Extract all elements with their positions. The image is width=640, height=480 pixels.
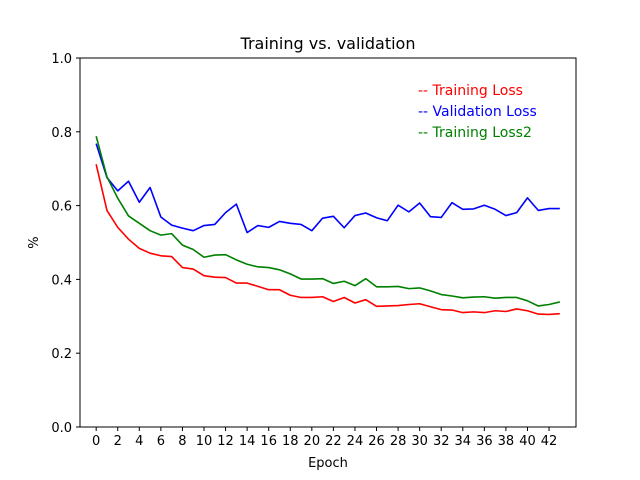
legend-entry-0: -- Training Loss: [418, 83, 523, 99]
x-tick-label: 12: [217, 434, 234, 449]
x-tick-label: 30: [411, 434, 428, 449]
legend-entry-2: -- Training Loss2: [418, 125, 532, 141]
series-line-2: [95, 136, 561, 307]
x-tick-label: 32: [433, 434, 450, 449]
legend-entry-1: -- Validation Loss: [418, 104, 537, 120]
x-tick-label: 14: [239, 434, 256, 449]
y-axis-label: %: [27, 236, 42, 248]
plot-lines: [95, 136, 561, 316]
x-tick-label: 24: [347, 434, 364, 449]
y-tick-label: 0.6: [51, 200, 72, 215]
x-tick-label: 6: [157, 434, 165, 449]
x-tick-label: 34: [455, 434, 472, 449]
y-axis-ticks: 0.0 0.2 0.4 0.6 0.8 1.0: [51, 52, 80, 436]
series-line-1: [95, 143, 560, 234]
x-tick-label: 28: [390, 434, 407, 449]
x-tick-label: 2: [114, 434, 122, 449]
x-tick-label: 20: [304, 434, 321, 449]
y-tick-label: 0.8: [51, 126, 72, 141]
x-tick-label: 36: [476, 434, 493, 449]
x-tick-label: 26: [368, 434, 385, 449]
y-tick-label: 0.0: [51, 421, 72, 436]
x-axis-ticks: 0 2 4 6 8 10 12 14 16 18 20 22 24 26 28 30 32 34 36 38 40 42: [92, 427, 557, 449]
x-tick-label: 4: [135, 434, 143, 449]
x-tick-label: 16: [260, 434, 277, 449]
y-tick-label: 0.4: [51, 273, 72, 288]
x-tick-label: 0: [92, 434, 100, 449]
x-tick-label: 38: [498, 434, 515, 449]
y-tick-label: 0.2: [51, 347, 72, 362]
series-line-0: [95, 164, 560, 316]
y-tick-label: 1.0: [51, 52, 72, 67]
x-tick-label: 18: [282, 434, 299, 449]
x-tick-label: 22: [325, 434, 342, 449]
x-tick-label: 42: [541, 434, 558, 449]
x-tick-label: 40: [519, 434, 536, 449]
chart-title: Training vs. validation: [240, 34, 416, 53]
x-tick-label: 10: [196, 434, 213, 449]
legend: -- Training Loss -- Validation Loss -- Tra…: [418, 83, 537, 141]
plot-frame: [79, 57, 577, 428]
x-tick-label: 8: [178, 434, 186, 449]
x-axis-label: Epoch: [308, 456, 348, 471]
